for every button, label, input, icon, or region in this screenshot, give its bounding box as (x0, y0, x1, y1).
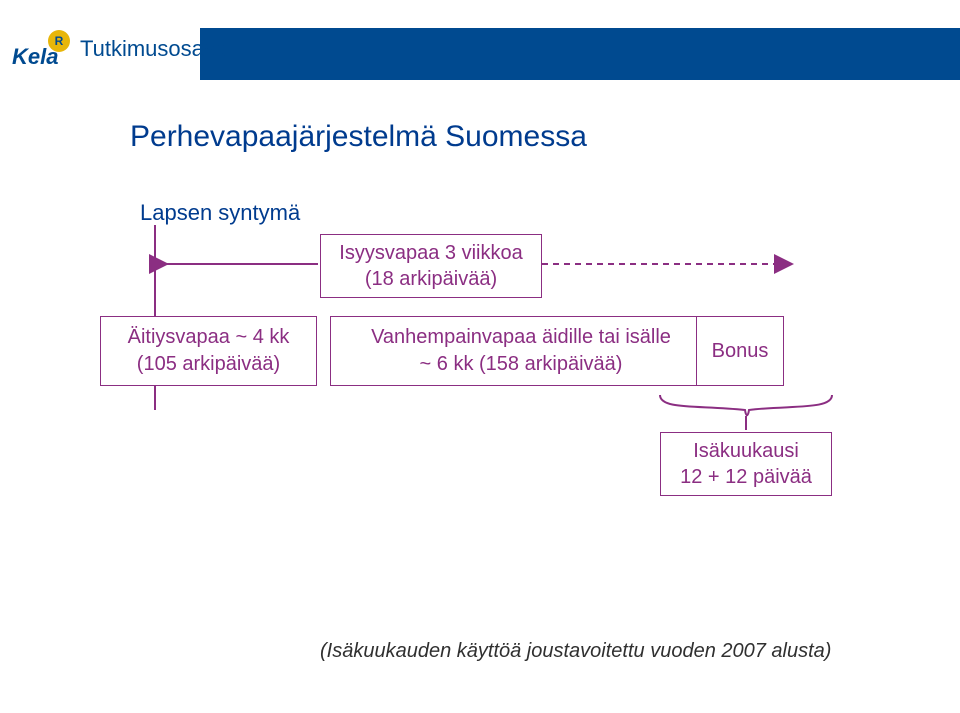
vanhempainvapaa-line1: Vanhempainvapaa äidille tai isälle (331, 324, 711, 351)
isyysvapaa-box: Isyysvapaa 3 viikkoa (18 arkipäivää) (320, 234, 542, 298)
birth-label: Lapsen syntymä (140, 200, 300, 226)
isyysvapaa-line1: Isyysvapaa 3 viikkoa (321, 240, 541, 266)
slide-stage: Kela R Tutkimusosasto Perhevapaajärjeste… (0, 0, 960, 713)
header-band (200, 28, 960, 80)
isyysvapaa-line2: (18 arkipäivää) (321, 266, 541, 292)
isakuukausi-line1: Isäkuukausi (661, 438, 831, 464)
isakuukausi-line2: 12 + 12 päivää (661, 464, 831, 490)
kela-logo: Kela R (12, 34, 74, 74)
footnote: (Isäkuukauden käyttöä joustavoitettu vuo… (320, 640, 831, 663)
bonus-label: Bonus (712, 340, 769, 363)
vanhempainvapaa-box: Vanhempainvapaa äidille tai isälle ~ 6 k… (330, 316, 712, 386)
page-title: Perhevapaajärjestelmä Suomessa (130, 120, 587, 154)
aitiysvapaa-line1: Äitiysvapaa ~ 4 kk (101, 324, 316, 351)
bonus-box: Bonus (696, 316, 784, 386)
logo-badge-icon: R (48, 30, 70, 52)
isakuukausi-box: Isäkuukausi 12 + 12 päivää (660, 432, 832, 496)
aitiysvapaa-line2: (105 arkipäivää) (101, 351, 316, 378)
aitiysvapaa-box: Äitiysvapaa ~ 4 kk (105 arkipäivää) (100, 316, 317, 386)
department-label: Tutkimusosasto (80, 36, 233, 62)
vanhempainvapaa-line2: ~ 6 kk (158 arkipäivää) (331, 351, 711, 378)
